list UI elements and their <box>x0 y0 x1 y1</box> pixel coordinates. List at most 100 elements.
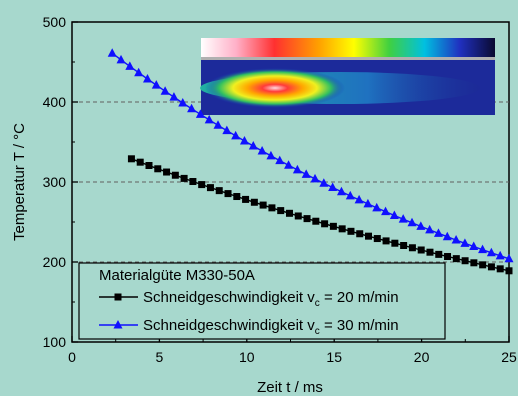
x-axis-label: Zeit t / ms <box>257 379 323 396</box>
series-2-point <box>134 67 144 77</box>
series-2-point <box>284 160 294 169</box>
series-1-point <box>417 246 425 254</box>
series-2-point <box>504 253 514 263</box>
series-1-point <box>444 253 452 261</box>
y-axis-label: Temperatur T / °C <box>11 123 28 241</box>
series-2-point <box>231 130 241 140</box>
series-2-point <box>345 190 355 200</box>
axes: 0 5 10 15 20 25 100 200 300 400 500 <box>43 14 517 365</box>
series-1-point <box>321 220 329 228</box>
series-1-point <box>338 225 346 233</box>
series-1-point <box>312 217 320 225</box>
legend-marker <box>113 320 123 329</box>
series-2-point <box>151 80 161 89</box>
series-1-point <box>268 204 276 212</box>
series-1-point <box>233 193 241 201</box>
legend-item-2: Schneidgeschwindigkeit vc = 30 m/min <box>99 317 399 337</box>
legend-marker <box>114 293 122 301</box>
series-2-point <box>195 109 205 118</box>
series-1-point <box>487 263 495 271</box>
series-1-point <box>198 181 206 189</box>
series-1-point <box>136 158 144 166</box>
inset-scale-divider <box>201 57 495 60</box>
series-2-point <box>257 145 267 155</box>
series-2-point <box>169 92 179 101</box>
series-2-point <box>107 48 117 57</box>
series-2-point <box>204 114 214 124</box>
series-2-point <box>328 182 338 192</box>
series-2-point <box>301 169 311 178</box>
series-1-point <box>496 265 504 273</box>
legend-items: Schneidgeschwindigkeit vc = 20 m/min Schn… <box>99 289 399 337</box>
thermal-inset <box>200 38 495 115</box>
series-1-point <box>373 235 381 243</box>
legend-label-1: Schneidgeschwindigkeit vc = 20 m/min <box>143 289 399 309</box>
series-1-point <box>145 161 153 169</box>
series-2-point <box>310 173 320 183</box>
series-2-point <box>292 164 302 174</box>
series-2-point <box>142 73 152 83</box>
series-2-point <box>266 150 276 160</box>
series-2-point <box>416 221 426 230</box>
legend: Materialgüte M330-50A Schneidgeschwindig… <box>78 262 446 340</box>
series-2-point <box>372 202 382 212</box>
x-tick-label-0: 0 <box>68 349 76 365</box>
series-2-point <box>275 155 285 165</box>
series-2-point <box>469 241 479 251</box>
series-2-point <box>319 178 329 187</box>
series-2-point <box>363 198 373 208</box>
series-1-point <box>505 267 513 275</box>
series-2-point <box>442 231 452 241</box>
series-2-point <box>478 244 488 254</box>
series-2-point <box>398 214 408 223</box>
series-2-point <box>213 120 223 129</box>
y-tick-label-400: 400 <box>43 94 67 110</box>
series-1-point <box>224 190 232 198</box>
series-1-point <box>382 237 390 245</box>
series-1-point <box>189 178 197 186</box>
x-tick-label-10: 10 <box>239 349 255 365</box>
series-1-point <box>452 255 460 263</box>
legend-item-1: Schneidgeschwindigkeit vc = 20 m/min <box>99 289 399 309</box>
series-2-point <box>336 186 346 196</box>
series-1-point <box>242 195 250 203</box>
series-1-point <box>163 168 171 176</box>
series-1-point <box>479 261 487 269</box>
y-tick-label-500: 500 <box>43 14 67 30</box>
series-2-point <box>116 54 126 64</box>
series-1-point <box>154 165 162 173</box>
series-1-point <box>426 248 434 256</box>
series-2-point <box>160 86 170 95</box>
series-1-point <box>470 259 478 267</box>
y-tick-label-200: 200 <box>43 254 67 270</box>
series-1-point <box>435 250 443 258</box>
series-1-point <box>285 209 293 217</box>
inset-scale-bar <box>201 38 495 57</box>
series-1-point <box>356 230 364 238</box>
series-1-point <box>365 232 373 240</box>
series-2-point <box>354 194 364 204</box>
series-2-point <box>178 97 188 107</box>
series-1-point <box>400 242 408 250</box>
series-2-point <box>425 224 435 234</box>
series-1-point <box>329 222 337 230</box>
series-2-point <box>187 103 197 113</box>
y-tick-label-300: 300 <box>43 174 67 190</box>
series-1-point <box>461 257 469 265</box>
series-1-point <box>294 212 302 220</box>
series-2-point <box>433 228 443 237</box>
series-1-point <box>206 184 214 192</box>
series-1-point <box>215 187 223 195</box>
inset-hot-spot <box>205 68 345 108</box>
legend-label-2: Schneidgeschwindigkeit vc = 30 m/min <box>143 317 399 337</box>
series-2-point <box>248 141 258 150</box>
series-2-point <box>460 238 470 247</box>
series-2-point <box>389 210 399 219</box>
series-1-point <box>259 201 267 209</box>
series-2-point <box>407 217 417 227</box>
series-1-point <box>277 207 285 215</box>
series-layer <box>107 48 514 275</box>
series-2-point <box>381 206 391 216</box>
series-2-point <box>125 61 135 70</box>
